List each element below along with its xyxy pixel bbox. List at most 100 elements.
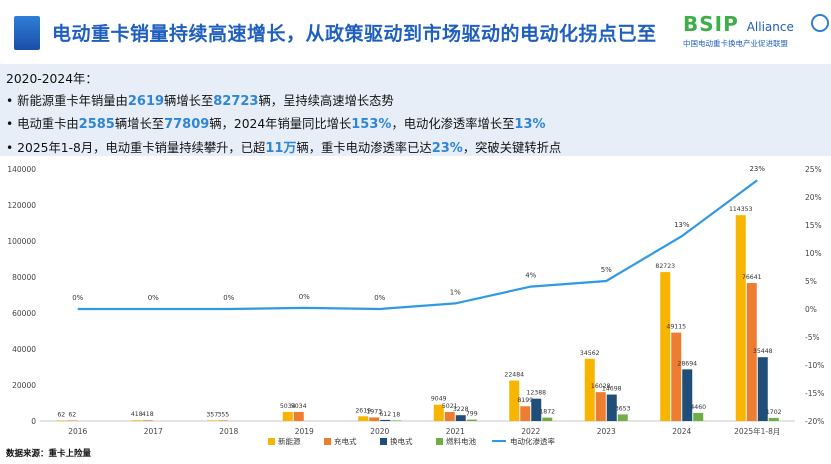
x-tick-label: 2018	[219, 427, 238, 436]
bar-data-label: 35448	[753, 348, 773, 355]
legend-label: 电动化渗透率	[510, 436, 555, 446]
summary-panel: 2020-2024年： • 新能源重卡年销量由2619辆增长至82723辆，呈持…	[0, 64, 831, 156]
bullet-text: 辆增长至	[164, 94, 214, 108]
line-data-label: 0%	[374, 294, 385, 302]
bar-新能源	[584, 358, 595, 421]
title-accent-bar	[14, 16, 40, 50]
highlight-number: 153%	[351, 117, 392, 132]
bar-data-label: 612	[379, 411, 391, 418]
sales-chart: 0 20000 40000 60000 80000 100000 120000 140000 -…	[7, 165, 824, 446]
y-left-tick-label: 100000	[7, 237, 36, 246]
y-left-tick-label: 20000	[12, 381, 36, 390]
x-tick-label: 2024	[672, 427, 691, 436]
line-data-label: 13%	[674, 221, 690, 229]
highlight-number: 2585	[78, 117, 115, 132]
bar-data-label: 12388	[526, 390, 546, 397]
bar-data-label: 799	[466, 411, 478, 418]
bullet-text: 辆，2024年销量同比增长	[209, 117, 352, 131]
bar-data-label: 1872	[539, 409, 555, 416]
highlight-number: 77809	[164, 117, 210, 132]
logo-wordmark: BSIP Alliance	[683, 12, 794, 36]
x-tick-label: 2025年1-8月	[734, 426, 780, 436]
bar-充电式	[520, 406, 531, 421]
bar-充电式	[746, 283, 757, 421]
y-left-tick-label: 0	[31, 417, 36, 426]
bar-data-label: 3228	[453, 406, 469, 413]
bullet-text: ，电动化渗透率增长至	[391, 117, 515, 131]
bar-data-label: 418	[131, 411, 143, 418]
highlight-number: 13%	[514, 117, 546, 132]
bar-充电式	[142, 420, 153, 421]
legend-swatch	[268, 438, 275, 445]
bar-data-label: 28694	[677, 360, 697, 367]
line-data-label: 4%	[525, 272, 536, 280]
bar-新能源	[509, 380, 520, 421]
bullet-text: 2025年1-8月，电动重卡销量持续攀升，已超	[17, 141, 266, 155]
bar-data-label: 1702	[766, 409, 782, 416]
logo-subtitle: 中国电动重卡换电产业促进联盟	[683, 39, 788, 48]
bar-data-label: 8199	[517, 397, 533, 404]
bullet-text: ，突破关键转折点	[462, 141, 562, 155]
penetration-line	[77, 179, 758, 311]
bullet-dot-icon: •	[6, 141, 18, 155]
bullet-dot-icon: •	[6, 94, 18, 108]
bar-燃料电池	[542, 417, 553, 421]
x-tick-label: 2019	[295, 427, 314, 436]
y-left-tick-label: 60000	[12, 309, 36, 318]
y-right-tick-label: 20%	[805, 193, 822, 202]
legend-swatch	[380, 438, 387, 445]
bar-data-label: 5021	[442, 403, 458, 410]
y-right-tick-label: 15%	[805, 221, 822, 230]
bar-充电式	[293, 411, 304, 421]
line-data-label: 0%	[148, 294, 159, 302]
bar-新能源	[660, 272, 671, 421]
x-tick-label: 2020	[370, 427, 389, 436]
bar-充电式	[671, 332, 682, 421]
bar-新能源	[735, 215, 746, 421]
summary-bullet: • 2025年1-8月，电动重卡销量持续攀升，已超11万辆，重卡电动渗透率已达2…	[6, 137, 561, 156]
bar-data-label: 418	[142, 411, 154, 418]
summary-bullet: • 新能源重卡年销量由2619辆增长至82723辆，呈持续高速增长态势	[6, 91, 394, 109]
logo-text: BSIP	[683, 12, 739, 36]
bar-燃料电池	[768, 417, 779, 421]
x-tick-label: 2023	[597, 427, 616, 436]
logo-alliance: Alliance	[746, 20, 794, 34]
y-left-tick-label: 140000	[7, 165, 36, 174]
bar-data-label: 34562	[580, 350, 600, 357]
bar-data-label: 62	[57, 411, 65, 418]
bar-data-label: 62	[68, 411, 76, 418]
bullet-text: 辆增长至	[114, 117, 165, 131]
bar-换电式	[455, 415, 466, 421]
bar-新能源	[282, 411, 293, 421]
header: 电动重卡销量持续高速增长，从政策驱动到市场驱动的电动化拐点已至 BSIP All…	[0, 0, 831, 60]
data-source: 数据来源：重卡上险量	[6, 449, 92, 459]
bar-新能源	[56, 420, 67, 421]
y-left-tick-label: 80000	[12, 273, 36, 282]
line-data-label: 0%	[72, 294, 83, 302]
bar-新能源	[131, 420, 142, 421]
legend-swatch	[436, 438, 443, 445]
y-right-tick-label: 25%	[805, 165, 822, 174]
bar-data-label: 1973	[366, 408, 382, 415]
summary-heading: 2020-2024年：	[6, 72, 98, 86]
bsip-logo: BSIP Alliance 中国电动重卡换电产业促进联盟	[683, 12, 829, 52]
bar-data-label: 9049	[431, 396, 447, 403]
summary-bullet: • 电动重卡由2585辆增长至77809辆，2024年销量同比增长153%，电动…	[6, 114, 546, 132]
line-data-label: 1%	[450, 288, 461, 296]
bar-燃料电池	[693, 412, 704, 421]
bar-换电式	[757, 357, 768, 421]
bar-充电式	[369, 417, 380, 421]
y-right-tick-label: -15%	[805, 389, 824, 398]
bar-换电式	[606, 394, 617, 421]
highlight-number: 2619	[127, 94, 165, 109]
bar-燃料电池	[617, 414, 628, 421]
y-right-tick-label: 5%	[805, 277, 817, 286]
bullet-dot-icon: •	[6, 117, 18, 131]
bar-data-label: 18	[392, 411, 400, 418]
y-right-tick-label: -5%	[805, 333, 820, 342]
bar-充电式	[444, 411, 455, 421]
highlight-number: 82723	[213, 94, 259, 109]
bar-data-label: 82723	[655, 263, 675, 270]
bullet-text: 新能源重卡年销量由	[17, 94, 128, 108]
y-right-tick-label: -20%	[805, 417, 824, 426]
